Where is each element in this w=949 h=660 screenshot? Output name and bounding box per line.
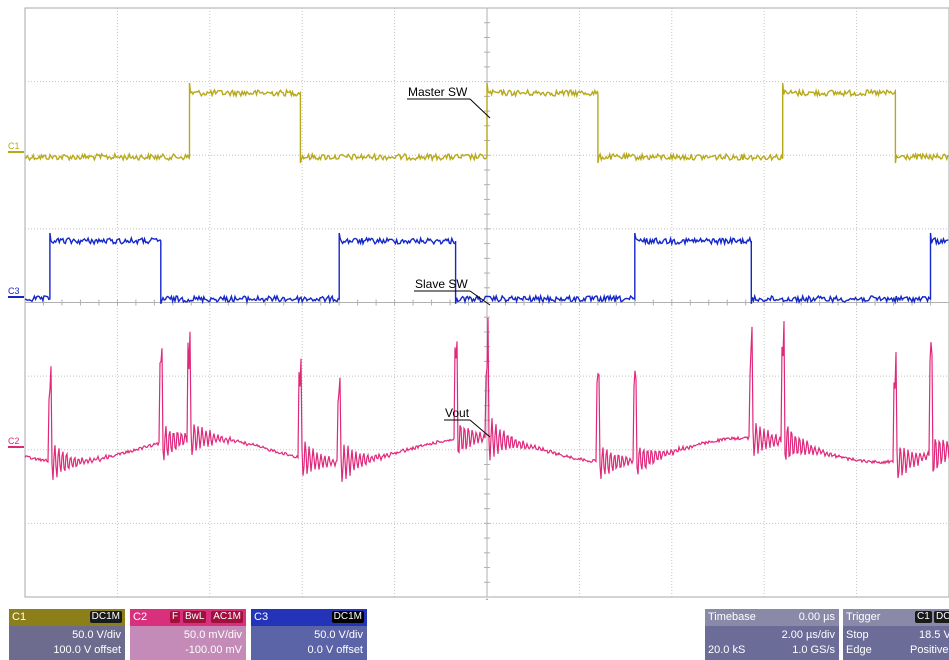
- c2-coupling-badge: AC1M: [211, 611, 243, 623]
- c1-offset: 100.0 V offset: [53, 644, 121, 656]
- trigger-type: Edge: [846, 644, 872, 656]
- c1-coupling-badge: DC1M: [89, 611, 122, 623]
- c3-coupling-badge: DC1M: [331, 611, 364, 623]
- annotation-label: Slave SW: [415, 277, 468, 291]
- c3-panel-name: C3: [254, 611, 269, 623]
- trace-c2: [24, 317, 949, 482]
- c3-scale: 50.0 V/div: [314, 629, 363, 641]
- annotation-pointer: [469, 290, 491, 306]
- trigger-panel[interactable]: Trigger C1 DC Stop 18.5 V Edge Positive: [843, 609, 949, 660]
- annotation-label: Master SW: [408, 85, 468, 99]
- trigger-position-marker: [485, 598, 489, 600]
- timebase-per-div: 2.00 µs/div: [781, 629, 835, 641]
- channel-marker-group: C1 C3 C2: [8, 141, 24, 448]
- trigger-coupling-badge: DC: [934, 611, 949, 623]
- c2-panel-name: C2: [133, 611, 148, 623]
- trigger-state: Stop: [846, 629, 869, 641]
- c1-panel[interactable]: C1 DC1M 50.0 V/div 100.0 V offset: [9, 609, 125, 660]
- trigger-label: Trigger: [846, 611, 881, 623]
- annotation-label: Vout: [445, 406, 470, 420]
- timebase-label: Timebase: [708, 611, 756, 623]
- trace-c1: [24, 82, 949, 164]
- trace-group: [24, 82, 949, 482]
- channel-marker-c3: C3: [8, 286, 20, 296]
- timebase-delay: 0.00 µs: [798, 611, 835, 623]
- c1-scale: 50.0 V/div: [72, 629, 121, 641]
- timebase-samples: 20.0 kS: [708, 644, 746, 656]
- trigger-channel-badge: C1: [915, 611, 932, 623]
- trigger-slope: Positive: [910, 644, 949, 656]
- annotation-group: Master SW Slave SW Vout: [407, 85, 491, 438]
- annotation-pointer: [469, 419, 491, 438]
- c2-offset: -100.00 mV: [185, 644, 242, 656]
- trace-c3: [24, 232, 949, 305]
- annotation-pointer: [469, 98, 491, 119]
- oscilloscope-display: Master SW Slave SW Vout C1 C3 C2: [8, 7, 949, 600]
- c3-panel[interactable]: C3 DC1M 50.0 V/div 0.0 V offset: [251, 609, 367, 660]
- c2-bwl-badge: BwL: [183, 611, 207, 623]
- trigger-level: 18.5 V: [919, 629, 949, 641]
- timebase-rate: 1.0 GS/s: [792, 644, 835, 656]
- c2-panel[interactable]: C2 F BwL AC1M 50.0 mV/div -100.00 mV: [130, 609, 246, 660]
- timebase-panel[interactable]: Timebase 0.00 µs 2.00 µs/div 20.0 kS 1.0…: [705, 609, 839, 660]
- channel-marker-c1: C1: [8, 141, 20, 151]
- channel-marker-c2: C2: [8, 436, 20, 446]
- c2-scale: 50.0 mV/div: [183, 629, 242, 641]
- c1-panel-name: C1: [12, 611, 27, 623]
- c3-offset: 0.0 V offset: [307, 644, 363, 656]
- c2-filter-badge: F: [170, 611, 181, 623]
